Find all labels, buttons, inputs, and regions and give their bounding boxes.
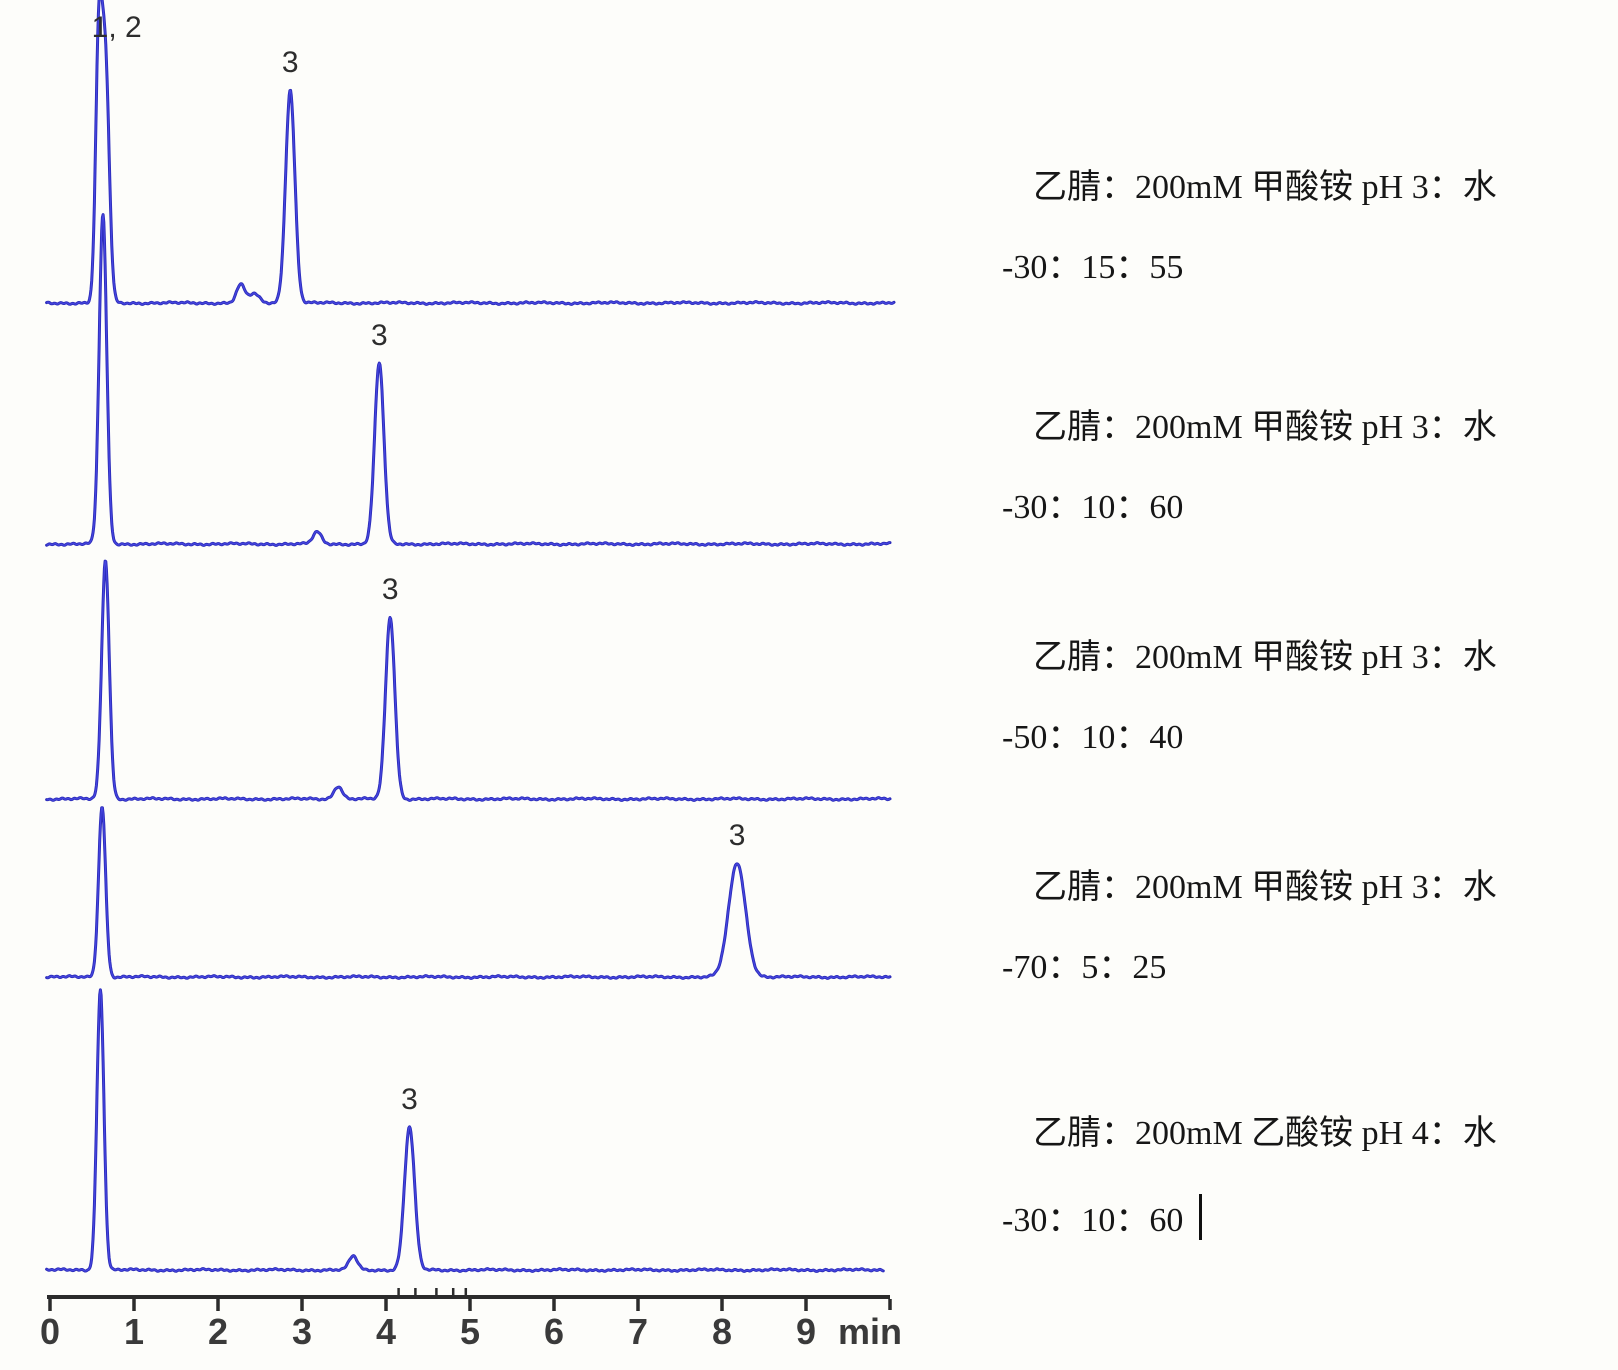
trace-4-core (46, 807, 891, 979)
axis-tick-label: 9 (796, 1311, 816, 1352)
mobile-phase-ratio[interactable]: -30：15：55 (1002, 249, 1184, 286)
mobile-phase-line[interactable]: 乙腈：200mM 乙酸铵 pH 4：水 (1033, 1115, 1497, 1152)
text-cursor (1199, 1194, 1203, 1240)
axis-tick-label: 5 (460, 1311, 480, 1352)
axis-tick-label: 3 (292, 1311, 312, 1352)
trace-1-core (46, 0, 895, 305)
mobile-phase-ratio[interactable]: -30：10：60 (1002, 1202, 1184, 1239)
mobile-phase-ratio-wrap[interactable]: -30：10：60 (1002, 1194, 1203, 1241)
axis-unit-label: min (838, 1311, 902, 1352)
mobile-phase-note-5: -30：10：60 乙腈：200mM 乙酸铵 pH 4：水 (1002, 1114, 1593, 1264)
peak-label: 3 (282, 46, 299, 79)
trace-5-core (46, 989, 884, 1272)
mobile-phase-note-3: 乙腈：200mM 甲酸铵 pH 3：水 -50：10：40 (1002, 638, 1593, 788)
axis-tick-label: 8 (712, 1311, 732, 1352)
mobile-phase-ratio[interactable]: -50：10：40 (1002, 719, 1184, 756)
mobile-phase-note-1: 乙腈：200mM 甲酸铵 pH 3：水 -30：15：55 (1002, 168, 1593, 318)
mobile-phase-ratio[interactable]: -30：10：60 (1002, 489, 1184, 526)
peak-label: 3 (382, 573, 399, 606)
trace-5 (45, 988, 885, 1273)
axis-tick-label: 6 (544, 1311, 564, 1352)
mobile-phase-line[interactable]: 乙腈：200mM 甲酸铵 pH 3：水 (1033, 639, 1497, 676)
peak-label: 3 (729, 819, 746, 852)
trace-3 (45, 559, 892, 802)
axis-tick-label: 2 (208, 1311, 228, 1352)
axis-tick-label: 7 (628, 1311, 648, 1352)
axis-tick-label: 4 (376, 1311, 396, 1352)
trace-4 (45, 806, 892, 980)
trace-2 (45, 213, 892, 547)
mobile-phase-ratio[interactable]: -70：5：25 (1002, 949, 1167, 986)
trace-3-core (46, 560, 891, 801)
mobile-phase-line[interactable]: 乙腈：200mM 甲酸铵 pH 3：水 (1033, 169, 1497, 206)
peak-label: 3 (401, 1083, 418, 1116)
trace-1 (45, 0, 896, 306)
mobile-phase-line[interactable]: 乙腈：200mM 甲酸铵 pH 3：水 (1033, 409, 1497, 446)
mobile-phase-note-4: 乙腈：200mM 甲酸铵 pH 3：水 -70：5：25 (1002, 868, 1593, 1018)
chromatogram-figure[interactable]: 1, 2 3 3 3 3 3 0 1 2 3 4 5 6 7 8 9 min (0, 0, 960, 1370)
mobile-phase-note-2: 乙腈：200mM 甲酸铵 pH 3：水 -30：10：60 (1002, 408, 1593, 558)
mobile-phase-line[interactable]: 乙腈：200mM 甲酸铵 pH 3：水 (1033, 869, 1497, 906)
peak-label: 3 (371, 319, 388, 352)
trace-2-core (46, 214, 890, 546)
peak-label: 1, 2 (92, 11, 142, 44)
axis-tick-label: 0 (40, 1311, 60, 1352)
axis-tick-label: 1 (124, 1311, 144, 1352)
